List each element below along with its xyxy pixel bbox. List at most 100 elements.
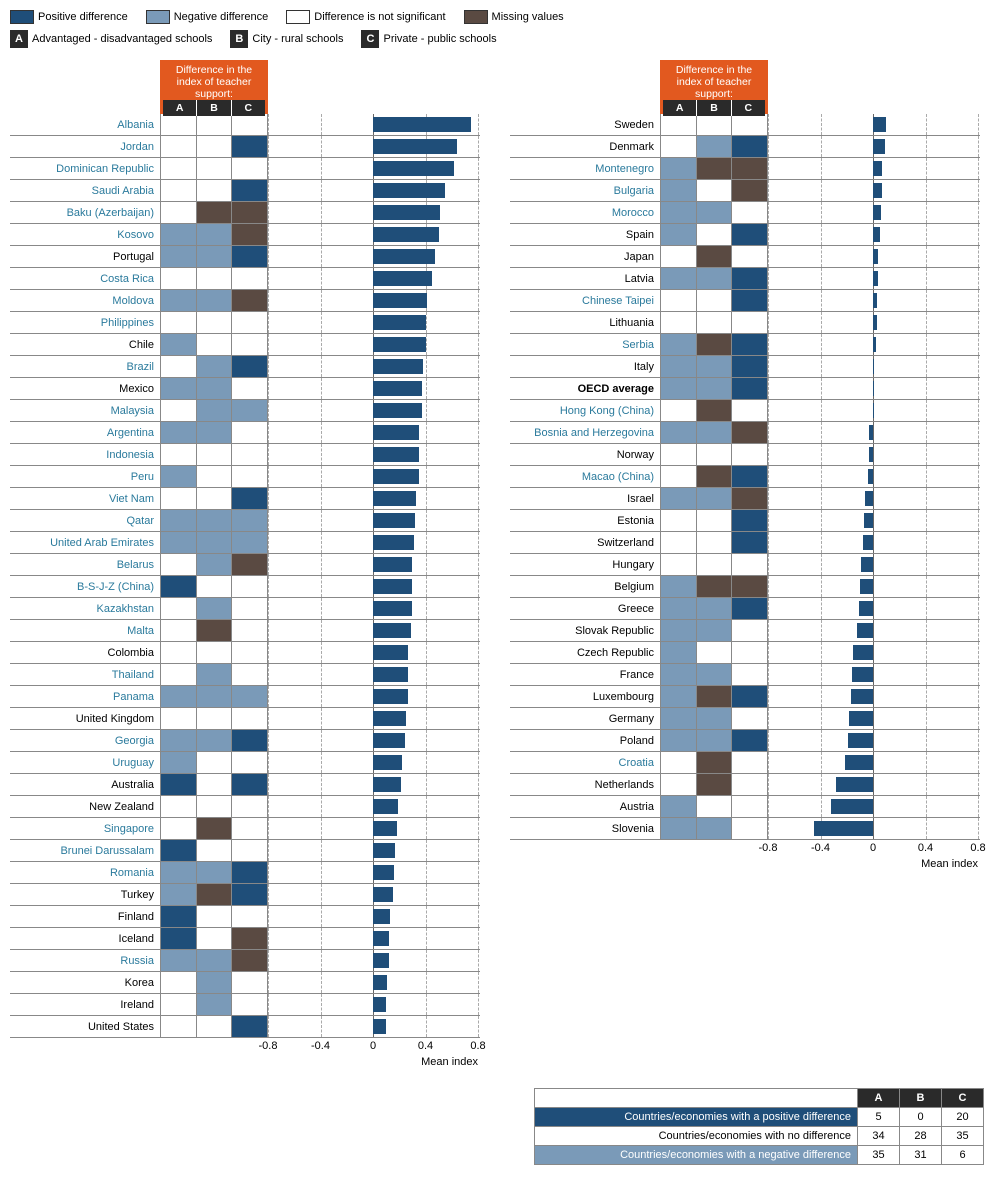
bar xyxy=(864,513,873,528)
summary-header: B xyxy=(900,1089,942,1108)
heat-cell xyxy=(696,334,732,355)
heat-cell xyxy=(231,664,268,685)
bar-area xyxy=(268,532,480,553)
bar-area xyxy=(768,708,980,729)
gridline xyxy=(321,136,322,157)
gridline xyxy=(926,224,927,245)
legend-label: Negative difference xyxy=(174,11,269,23)
table-row: Mexico xyxy=(10,378,480,400)
country-label: Italy xyxy=(510,361,660,373)
bar xyxy=(373,249,435,264)
bar-area xyxy=(268,818,480,839)
bar xyxy=(852,667,873,682)
gridline xyxy=(426,796,427,817)
table-row: Serbia xyxy=(510,334,980,356)
gridline xyxy=(873,664,874,685)
heat-cell xyxy=(160,422,196,443)
bar-area xyxy=(768,246,980,267)
bar-area xyxy=(768,158,980,179)
heat-cells xyxy=(160,158,268,179)
gridline xyxy=(821,598,822,619)
bar-area xyxy=(768,554,980,575)
gridline xyxy=(426,1016,427,1037)
gridline xyxy=(821,268,822,289)
gridline xyxy=(321,290,322,311)
table-row: Morocco xyxy=(510,202,980,224)
heat-cells xyxy=(160,862,268,883)
heat-cells xyxy=(660,620,768,641)
bar xyxy=(873,337,876,352)
table-row: Ireland xyxy=(10,994,480,1016)
bar xyxy=(831,799,873,814)
bar-area xyxy=(268,576,480,597)
heat-cells xyxy=(660,774,768,795)
bar-area xyxy=(268,466,480,487)
bar-area xyxy=(268,840,480,861)
gridline xyxy=(926,400,927,421)
heat-cell xyxy=(696,180,732,201)
heat-cell xyxy=(160,268,196,289)
heat-cell xyxy=(731,686,768,707)
country-label: Albania xyxy=(10,119,160,131)
bar xyxy=(873,117,886,132)
heat-cell xyxy=(660,488,696,509)
table-row: Poland xyxy=(510,730,980,752)
gridline xyxy=(478,202,479,223)
gridline xyxy=(321,598,322,619)
heat-cell xyxy=(231,642,268,663)
bar-area xyxy=(268,114,480,135)
gridline xyxy=(768,422,769,443)
country-label: Argentina xyxy=(10,427,160,439)
country-label: Greece xyxy=(510,603,660,615)
heat-cells xyxy=(660,356,768,377)
bar xyxy=(373,227,439,242)
heat-cell xyxy=(731,224,768,245)
heat-cells xyxy=(660,378,768,399)
heat-cell xyxy=(660,180,696,201)
legend: Positive differenceNegative differenceDi… xyxy=(10,10,990,48)
gridline xyxy=(821,488,822,509)
gridline xyxy=(821,466,822,487)
heat-cell xyxy=(660,290,696,311)
axis: -0.8-0.400.40.8 Mean index xyxy=(768,842,978,876)
gridline xyxy=(321,202,322,223)
table-row: Qatar xyxy=(10,510,480,532)
heat-cell xyxy=(196,598,232,619)
summary-table: ABCCountries/economies with a positive d… xyxy=(534,1088,984,1165)
bar xyxy=(373,557,412,572)
bar xyxy=(860,579,873,594)
summary-value: 31 xyxy=(900,1146,942,1165)
gridline xyxy=(321,510,322,531)
gridline xyxy=(821,510,822,531)
table-row: Dominican Republic xyxy=(10,158,480,180)
table-row: Turkey xyxy=(10,884,480,906)
gridline xyxy=(321,796,322,817)
gridline xyxy=(821,752,822,773)
table-row: Israel xyxy=(510,488,980,510)
heat-cell xyxy=(196,422,232,443)
heat-cell xyxy=(160,994,196,1015)
heat-cell xyxy=(160,686,196,707)
gridline xyxy=(478,818,479,839)
gridline xyxy=(821,246,822,267)
heat-cell xyxy=(660,158,696,179)
heat-cell xyxy=(660,598,696,619)
gridline xyxy=(426,334,427,355)
bar xyxy=(863,535,874,550)
country-label: Moldova xyxy=(10,295,160,307)
heat-cell xyxy=(196,796,232,817)
gridline xyxy=(926,158,927,179)
heat-cells xyxy=(660,818,768,839)
legend-swatch xyxy=(146,10,170,24)
gridline xyxy=(268,268,269,289)
summary-label: Countries/economies with no difference xyxy=(535,1127,858,1146)
table-row: United Arab Emirates xyxy=(10,532,480,554)
gridline xyxy=(268,202,269,223)
gridline xyxy=(821,774,822,795)
gridline xyxy=(926,444,927,465)
gridline xyxy=(821,422,822,443)
table-row: Singapore xyxy=(10,818,480,840)
table-row: Slovak Republic xyxy=(510,620,980,642)
gridline xyxy=(478,400,479,421)
gridline xyxy=(478,224,479,245)
